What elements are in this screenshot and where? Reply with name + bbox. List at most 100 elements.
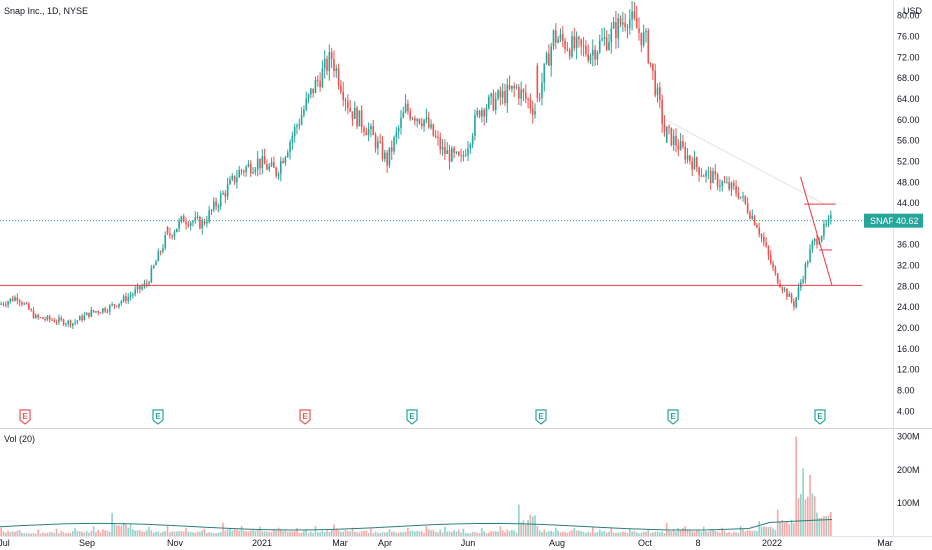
candle[interactable] xyxy=(268,162,271,173)
candle[interactable] xyxy=(467,141,469,162)
earnings-marker[interactable]: E xyxy=(535,409,547,425)
candle[interactable] xyxy=(411,116,414,121)
candle[interactable] xyxy=(83,312,86,321)
candle[interactable] xyxy=(508,75,511,91)
candle[interactable] xyxy=(187,220,190,228)
candle[interactable] xyxy=(548,44,550,66)
candle[interactable] xyxy=(730,181,733,196)
candle[interactable] xyxy=(793,298,795,311)
earnings-marker[interactable]: E xyxy=(406,409,418,425)
candle[interactable] xyxy=(622,11,624,32)
candle[interactable] xyxy=(587,44,589,64)
candle[interactable] xyxy=(663,115,666,137)
candle[interactable] xyxy=(312,88,314,98)
candle[interactable] xyxy=(129,291,132,301)
candle[interactable] xyxy=(596,50,599,66)
candle[interactable] xyxy=(58,314,60,325)
candle[interactable] xyxy=(518,84,520,106)
candle[interactable] xyxy=(11,295,14,302)
candle[interactable] xyxy=(825,219,828,228)
candle[interactable] xyxy=(527,97,529,109)
candle[interactable] xyxy=(638,17,640,41)
candle[interactable] xyxy=(534,103,536,119)
candle[interactable] xyxy=(279,156,282,182)
candle[interactable] xyxy=(555,23,557,50)
candle[interactable] xyxy=(240,168,243,175)
candle[interactable] xyxy=(9,298,12,304)
candle[interactable] xyxy=(446,141,449,155)
candle[interactable] xyxy=(830,210,832,225)
candle[interactable] xyxy=(115,305,118,308)
candle[interactable] xyxy=(668,124,670,135)
candle[interactable] xyxy=(538,92,541,103)
candle[interactable] xyxy=(571,31,573,59)
candle[interactable] xyxy=(171,234,173,240)
candle[interactable] xyxy=(67,319,69,327)
candle[interactable] xyxy=(423,118,425,132)
candle[interactable] xyxy=(374,132,377,153)
candle[interactable] xyxy=(543,63,546,92)
candle[interactable] xyxy=(679,133,682,151)
candle[interactable] xyxy=(381,136,384,162)
candle[interactable] xyxy=(409,107,412,122)
candle[interactable] xyxy=(501,83,504,105)
candle[interactable] xyxy=(682,134,684,149)
candle[interactable] xyxy=(120,299,123,306)
channel-line-upper[interactable] xyxy=(800,176,833,286)
candle[interactable] xyxy=(14,295,16,302)
candle[interactable] xyxy=(314,76,317,94)
candle[interactable] xyxy=(307,93,310,104)
candle[interactable] xyxy=(106,308,109,314)
candle[interactable] xyxy=(201,217,204,235)
earnings-marker[interactable]: E xyxy=(299,409,311,425)
candle[interactable] xyxy=(677,138,680,157)
candle[interactable] xyxy=(726,176,728,184)
candle[interactable] xyxy=(735,180,737,197)
candle[interactable] xyxy=(46,315,49,322)
candle[interactable] xyxy=(564,37,566,54)
candle[interactable] xyxy=(557,36,559,44)
candle[interactable] xyxy=(760,233,763,243)
candle[interactable] xyxy=(594,45,596,66)
candle[interactable] xyxy=(212,197,215,213)
candle[interactable] xyxy=(337,63,340,90)
candle[interactable] xyxy=(282,157,284,164)
candle[interactable] xyxy=(76,320,79,325)
candle[interactable] xyxy=(716,172,719,191)
candle[interactable] xyxy=(217,203,220,213)
candle[interactable] xyxy=(243,169,245,177)
candle[interactable] xyxy=(210,208,213,216)
candle[interactable] xyxy=(550,42,553,77)
candle[interactable] xyxy=(347,94,349,115)
candle[interactable] xyxy=(370,123,372,137)
candle[interactable] xyxy=(32,307,35,319)
candle[interactable] xyxy=(453,145,455,159)
candle[interactable] xyxy=(531,100,534,124)
candle[interactable] xyxy=(513,82,516,98)
candle[interactable] xyxy=(603,27,606,47)
candle[interactable] xyxy=(504,83,506,106)
candle[interactable] xyxy=(173,229,176,240)
candle[interactable] xyxy=(737,186,740,200)
candle[interactable] xyxy=(23,302,26,306)
candle[interactable] xyxy=(414,115,416,126)
candle[interactable] xyxy=(665,126,668,143)
candle[interactable] xyxy=(478,109,481,119)
candle[interactable] xyxy=(561,26,564,48)
candle[interactable] xyxy=(111,301,113,307)
candle[interactable] xyxy=(48,314,51,323)
candle[interactable] xyxy=(305,91,308,112)
candle[interactable] xyxy=(166,225,169,236)
candle[interactable] xyxy=(566,41,569,52)
candle[interactable] xyxy=(427,111,430,129)
candle[interactable] xyxy=(152,264,155,270)
candle[interactable] xyxy=(360,105,363,134)
candle[interactable] xyxy=(624,13,626,32)
candle[interactable] xyxy=(178,218,180,233)
candle[interactable] xyxy=(219,190,222,211)
candle[interactable] xyxy=(108,304,111,316)
candle[interactable] xyxy=(795,296,797,309)
candle[interactable] xyxy=(383,149,386,163)
candle[interactable] xyxy=(222,190,224,196)
